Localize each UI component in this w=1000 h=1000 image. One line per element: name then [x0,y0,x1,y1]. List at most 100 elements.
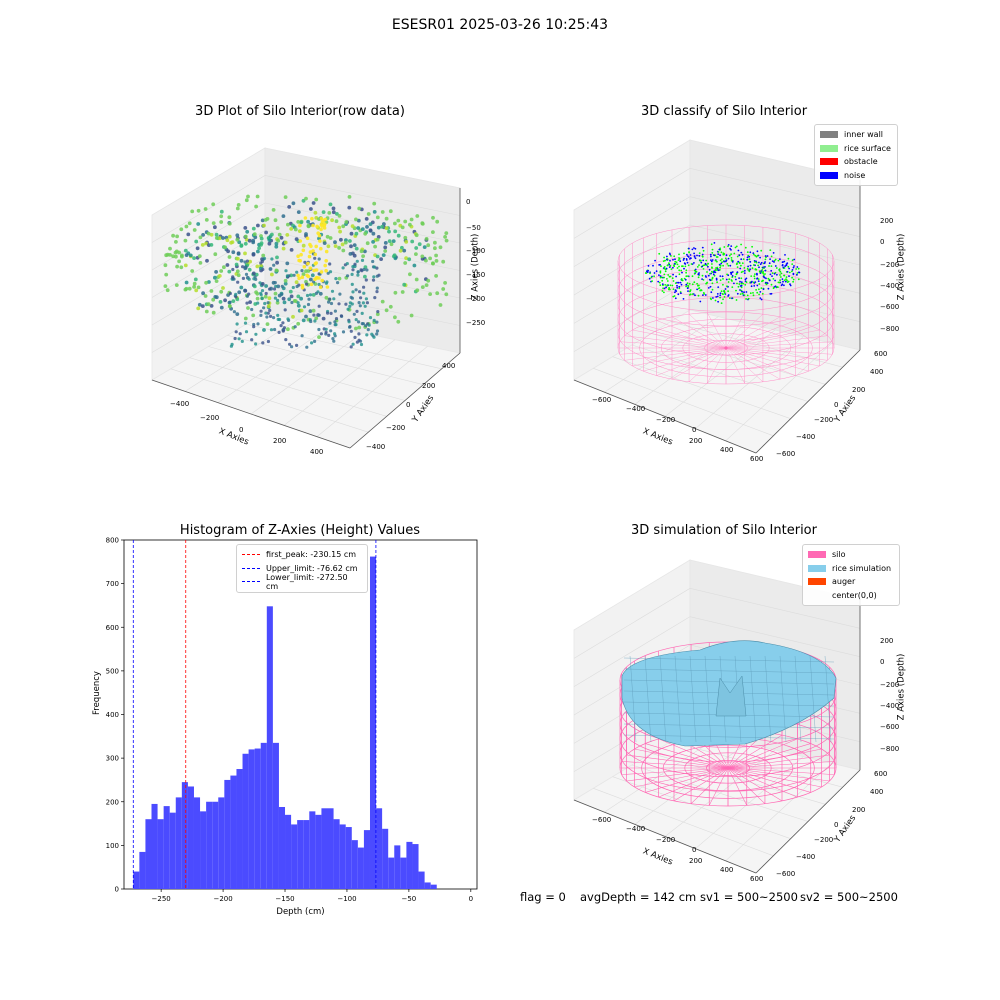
data-point [782,266,785,269]
data-point [705,259,708,262]
data-point [752,264,755,266]
data-point [662,287,664,290]
data-point [337,214,342,218]
data-point [174,240,178,244]
data-point [736,255,739,258]
data-point [736,262,738,265]
data-point [719,247,721,250]
data-point [241,265,245,269]
histogram-chart[interactable]: −250 −200 −150 −100 −50 0 0 100 200 300 400 500 600 7… [80,530,490,920]
data-point [352,312,356,316]
data-point [707,287,710,289]
data-point [205,258,209,263]
data-point [666,255,668,258]
data-point [308,266,313,270]
data-point [392,253,397,258]
data-point [281,329,285,333]
classify-3d-plot[interactable] [560,128,900,468]
data-point [709,253,712,256]
data-point [350,302,354,306]
data-point [350,282,354,286]
data-point [674,260,677,263]
data-point [670,255,672,257]
data-point [384,216,389,221]
legend-item-auger: auger [808,575,894,589]
data-point [299,220,303,225]
data-point [265,217,270,221]
data-point [371,231,376,236]
data-point [434,253,438,258]
data-point [366,212,371,216]
data-point [408,222,412,227]
data-point [316,231,320,235]
data-point [209,232,214,237]
data-point [292,273,296,277]
data-point [677,259,680,261]
data-point [730,257,733,259]
data-point [644,272,647,274]
data-point [740,282,743,285]
data-point [304,282,309,286]
simulation-3d-plot[interactable] [560,548,900,888]
data-point [730,245,733,247]
data-point [227,255,232,259]
data-point [777,259,780,262]
data-point [743,272,746,274]
data-point [311,293,316,297]
data-point [691,248,694,251]
data-point [674,282,677,284]
x-tick-label: 0 [692,426,697,434]
data-point [302,265,307,269]
data-point [723,289,725,292]
silo-spoke [727,767,835,775]
data-point [317,327,321,332]
data-point [783,279,786,282]
histogram-bar [157,819,164,889]
data-point [733,252,736,255]
data-point [720,302,723,304]
data-point [785,264,788,267]
data-point [759,272,762,274]
data-point [688,282,691,285]
data-point [319,223,324,227]
data-point [355,259,359,263]
raw-3d-plot[interactable] [130,128,510,468]
data-point [262,306,266,310]
z-tick-label: −200 [466,295,486,303]
histogram-bar [345,827,352,889]
data-point [678,269,681,272]
data-point [699,289,702,292]
x-tick-label: −600 [592,816,612,824]
silo-spoke [708,767,729,806]
silo-spoke [626,767,729,782]
data-point [698,284,700,287]
silo-spoke [621,761,729,769]
data-point [424,258,428,263]
data-point [267,241,272,246]
data-point [353,262,357,266]
data-point [330,289,335,293]
data-point [243,266,248,271]
data-point [384,226,389,230]
data-point [364,324,368,328]
histogram-bar [400,857,407,889]
data-point [270,257,274,261]
data-point [227,269,232,274]
data-point [700,289,703,292]
silo-floor-ring [706,760,750,776]
data-point [218,300,223,304]
data-point [317,276,321,280]
data-point [791,263,794,265]
data-point [243,241,248,246]
data-point [251,238,256,243]
mesh-line [794,655,802,743]
data-point [174,254,178,259]
mesh-line [623,668,835,674]
data-point [309,277,313,282]
data-point [666,264,669,267]
data-point [710,279,713,281]
data-point [234,262,239,267]
data-point [213,252,218,257]
data-point [223,245,227,250]
data-point [383,249,388,253]
